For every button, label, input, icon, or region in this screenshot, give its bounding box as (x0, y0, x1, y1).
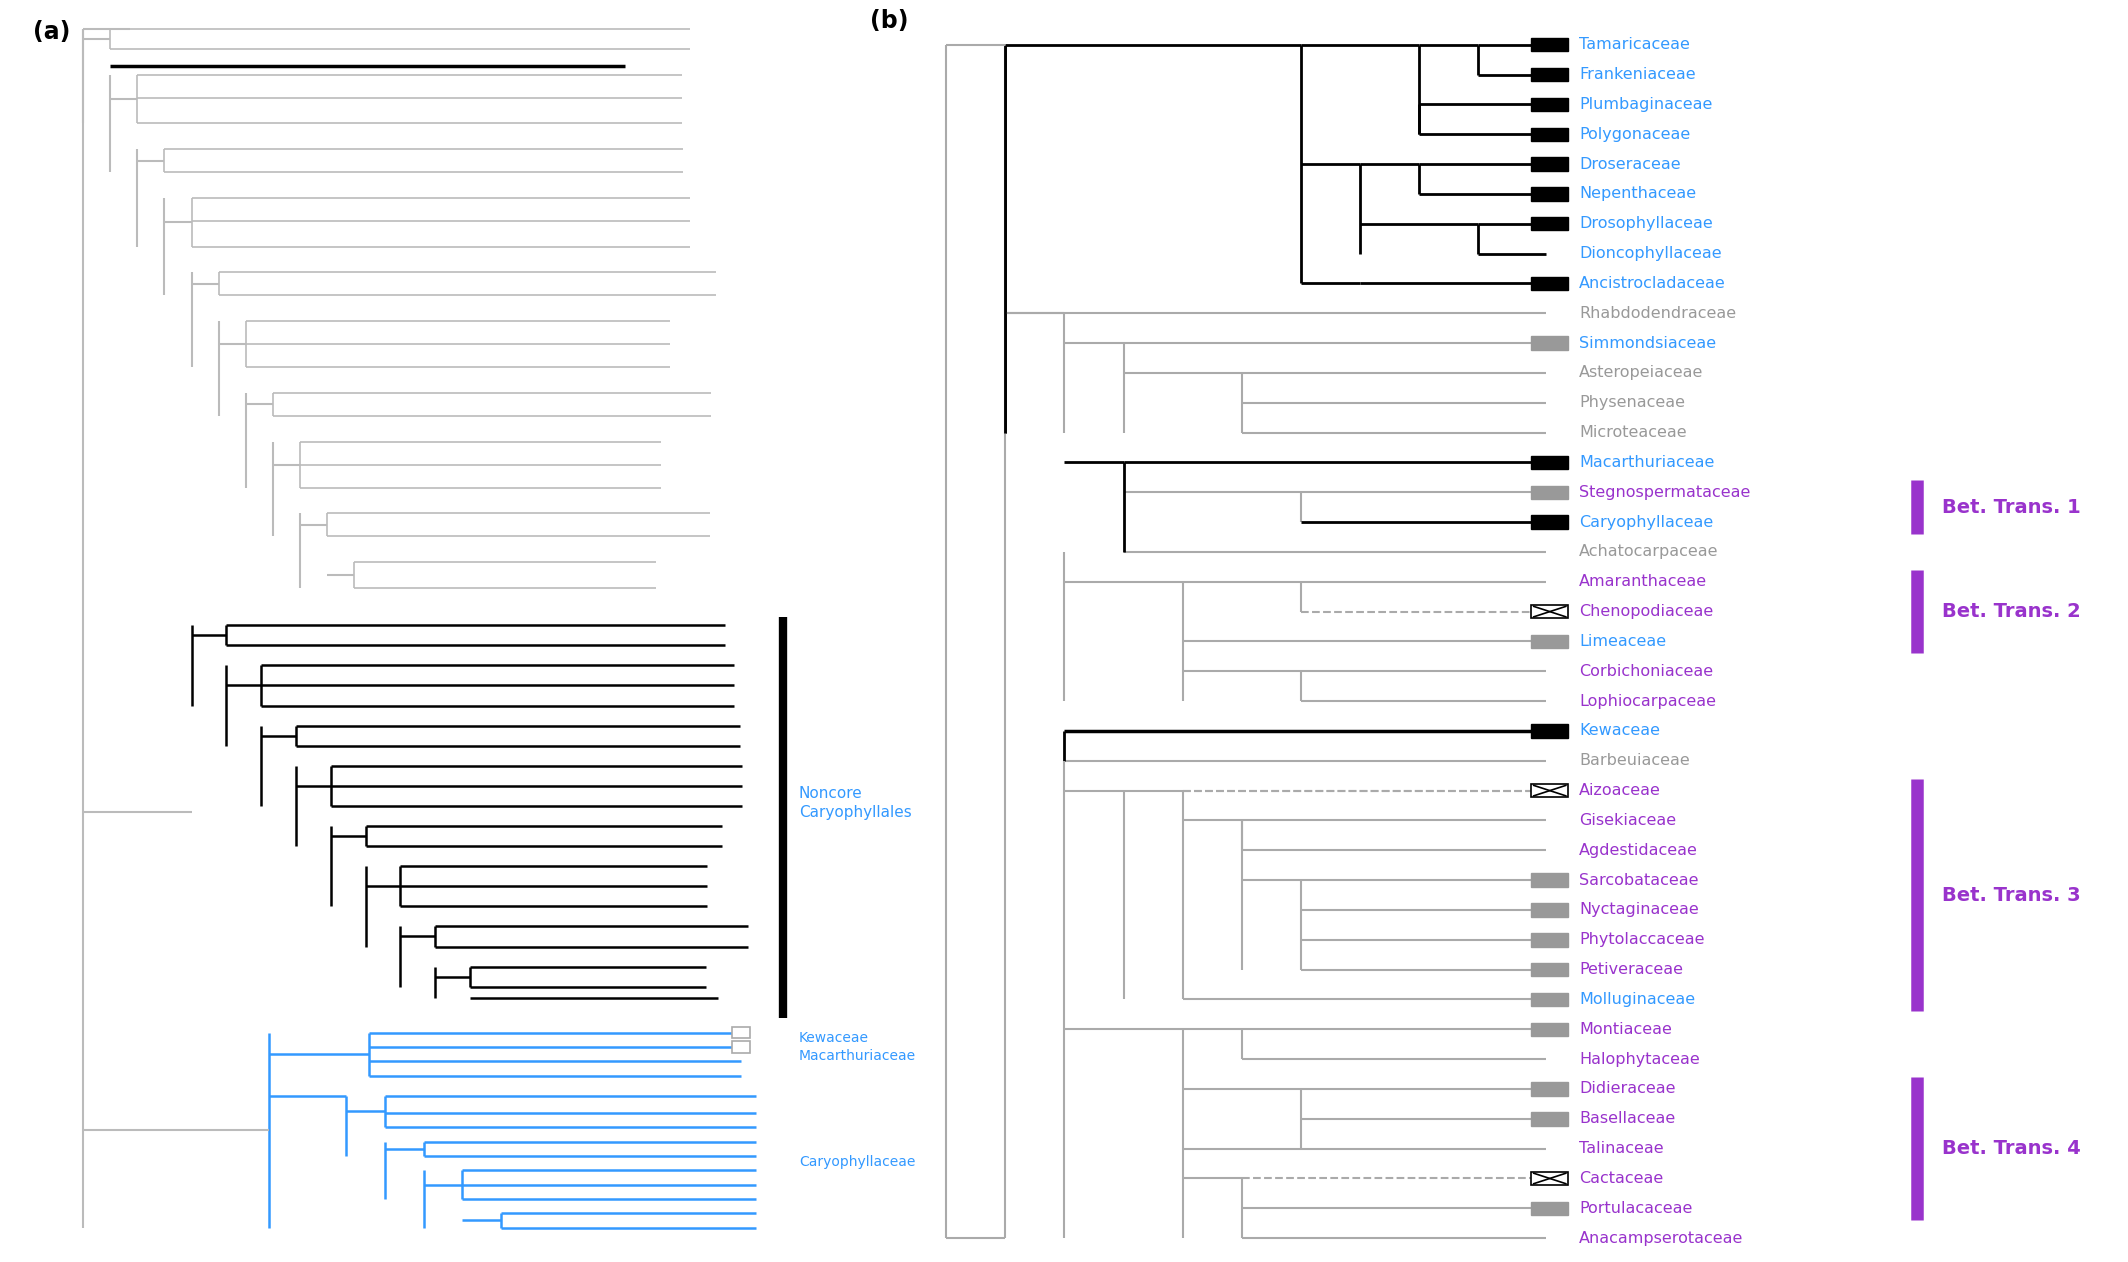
Text: Achatocarpaceae: Achatocarpaceae (1579, 544, 1719, 559)
Text: Didieraceae: Didieraceae (1579, 1082, 1677, 1097)
Text: Basellaceae: Basellaceae (1579, 1112, 1675, 1126)
Text: Halophytaceae: Halophytaceae (1579, 1051, 1700, 1066)
Bar (1532, 217, 1568, 231)
Text: Bet. Trans. 4: Bet. Trans. 4 (1943, 1140, 2081, 1159)
Text: Aizoaceae: Aizoaceae (1579, 784, 1662, 798)
Bar (1532, 158, 1568, 170)
Bar (1532, 276, 1568, 290)
Bar (1532, 38, 1568, 52)
Bar (732, 1027, 751, 1039)
Text: Caryophyllaceae: Caryophyllaceae (1579, 515, 1713, 530)
Text: Ancistrocladaceae: Ancistrocladaceae (1579, 276, 1726, 292)
Bar (1532, 127, 1568, 141)
Text: Petiveraceae: Petiveraceae (1579, 962, 1683, 977)
Text: Bet. Trans. 1: Bet. Trans. 1 (1943, 497, 2081, 516)
Text: Plumbaginaceae: Plumbaginaceae (1579, 97, 1713, 112)
Text: Kewaceae
Macarthuriaceae: Kewaceae Macarthuriaceae (798, 1031, 915, 1063)
Text: Polygonaceae: Polygonaceae (1579, 126, 1690, 141)
Bar (1532, 724, 1568, 738)
Text: Phytolaccaceae: Phytolaccaceae (1579, 933, 1705, 948)
Bar (1532, 963, 1568, 977)
Bar (1532, 1083, 1568, 1095)
Text: Rhabdodendraceae: Rhabdodendraceae (1579, 305, 1736, 321)
Text: Lophiocarpaceae: Lophiocarpaceae (1579, 694, 1717, 708)
Text: Nyctaginaceae: Nyctaginaceae (1579, 902, 1698, 917)
Text: Agdestidaceae: Agdestidaceae (1579, 843, 1698, 858)
Text: Droseraceae: Droseraceae (1579, 156, 1681, 172)
Text: Molluginaceae: Molluginaceae (1579, 992, 1696, 1007)
Text: Stegnospermataceae: Stegnospermataceae (1579, 485, 1751, 500)
Bar (1532, 1112, 1568, 1126)
Text: Portulacaceae: Portulacaceae (1579, 1201, 1692, 1215)
Bar (1532, 604, 1568, 618)
Text: (a): (a) (32, 20, 70, 44)
Bar (1532, 337, 1568, 350)
Bar (1532, 635, 1568, 649)
Text: Caryophyllaceae: Caryophyllaceae (798, 1155, 915, 1169)
Text: Gisekiaceae: Gisekiaceae (1579, 813, 1677, 828)
Bar (1532, 1022, 1568, 1036)
Text: Sarcobataceae: Sarcobataceae (1579, 872, 1698, 887)
Text: Frankeniaceae: Frankeniaceae (1579, 67, 1696, 82)
Text: Amaranthaceae: Amaranthaceae (1579, 574, 1707, 589)
Bar (1532, 904, 1568, 916)
Text: Simmondsiaceae: Simmondsiaceae (1579, 336, 1717, 351)
Bar (1532, 993, 1568, 1006)
Bar (1532, 1171, 1568, 1185)
Text: Anacampserotaceae: Anacampserotaceae (1579, 1230, 1743, 1246)
Bar (1532, 486, 1568, 498)
Text: Bet. Trans. 2: Bet. Trans. 2 (1943, 602, 2081, 621)
Text: (b): (b) (870, 9, 909, 33)
Text: Microteaceae: Microteaceae (1579, 425, 1688, 440)
Text: Physenaceae: Physenaceae (1579, 395, 1685, 410)
Text: Kewaceae: Kewaceae (1579, 723, 1660, 738)
Text: Montiaceae: Montiaceae (1579, 1022, 1673, 1037)
Text: Drosophyllaceae: Drosophyllaceae (1579, 216, 1713, 231)
Text: Talinaceae: Talinaceae (1579, 1141, 1664, 1156)
Bar (1532, 68, 1568, 81)
Text: Tamaricaceae: Tamaricaceae (1579, 38, 1690, 52)
Text: Asteropeiaceae: Asteropeiaceae (1579, 366, 1705, 380)
Bar (1532, 873, 1568, 887)
Bar (1532, 97, 1568, 111)
Bar (1532, 1201, 1568, 1215)
Text: Macarthuriaceae: Macarthuriaceae (1579, 454, 1715, 469)
Text: Nepenthaceae: Nepenthaceae (1579, 187, 1696, 202)
Bar (1532, 933, 1568, 946)
Text: Corbichoniaceae: Corbichoniaceae (1579, 664, 1713, 679)
Bar (732, 1041, 751, 1053)
Text: Chenopodiaceae: Chenopodiaceae (1579, 604, 1713, 620)
Text: Dioncophyllaceae: Dioncophyllaceae (1579, 246, 1722, 261)
Bar (1532, 187, 1568, 201)
Text: Limeaceae: Limeaceae (1579, 634, 1666, 649)
Text: Barbeuiaceae: Barbeuiaceae (1579, 753, 1690, 769)
Bar (1532, 784, 1568, 798)
Text: Bet. Trans. 3: Bet. Trans. 3 (1943, 886, 2081, 905)
Bar (1532, 515, 1568, 529)
Text: Cactaceae: Cactaceae (1579, 1171, 1664, 1186)
Bar (1532, 456, 1568, 469)
Text: Noncore
Caryophyllales: Noncore Caryophyllales (798, 786, 911, 820)
